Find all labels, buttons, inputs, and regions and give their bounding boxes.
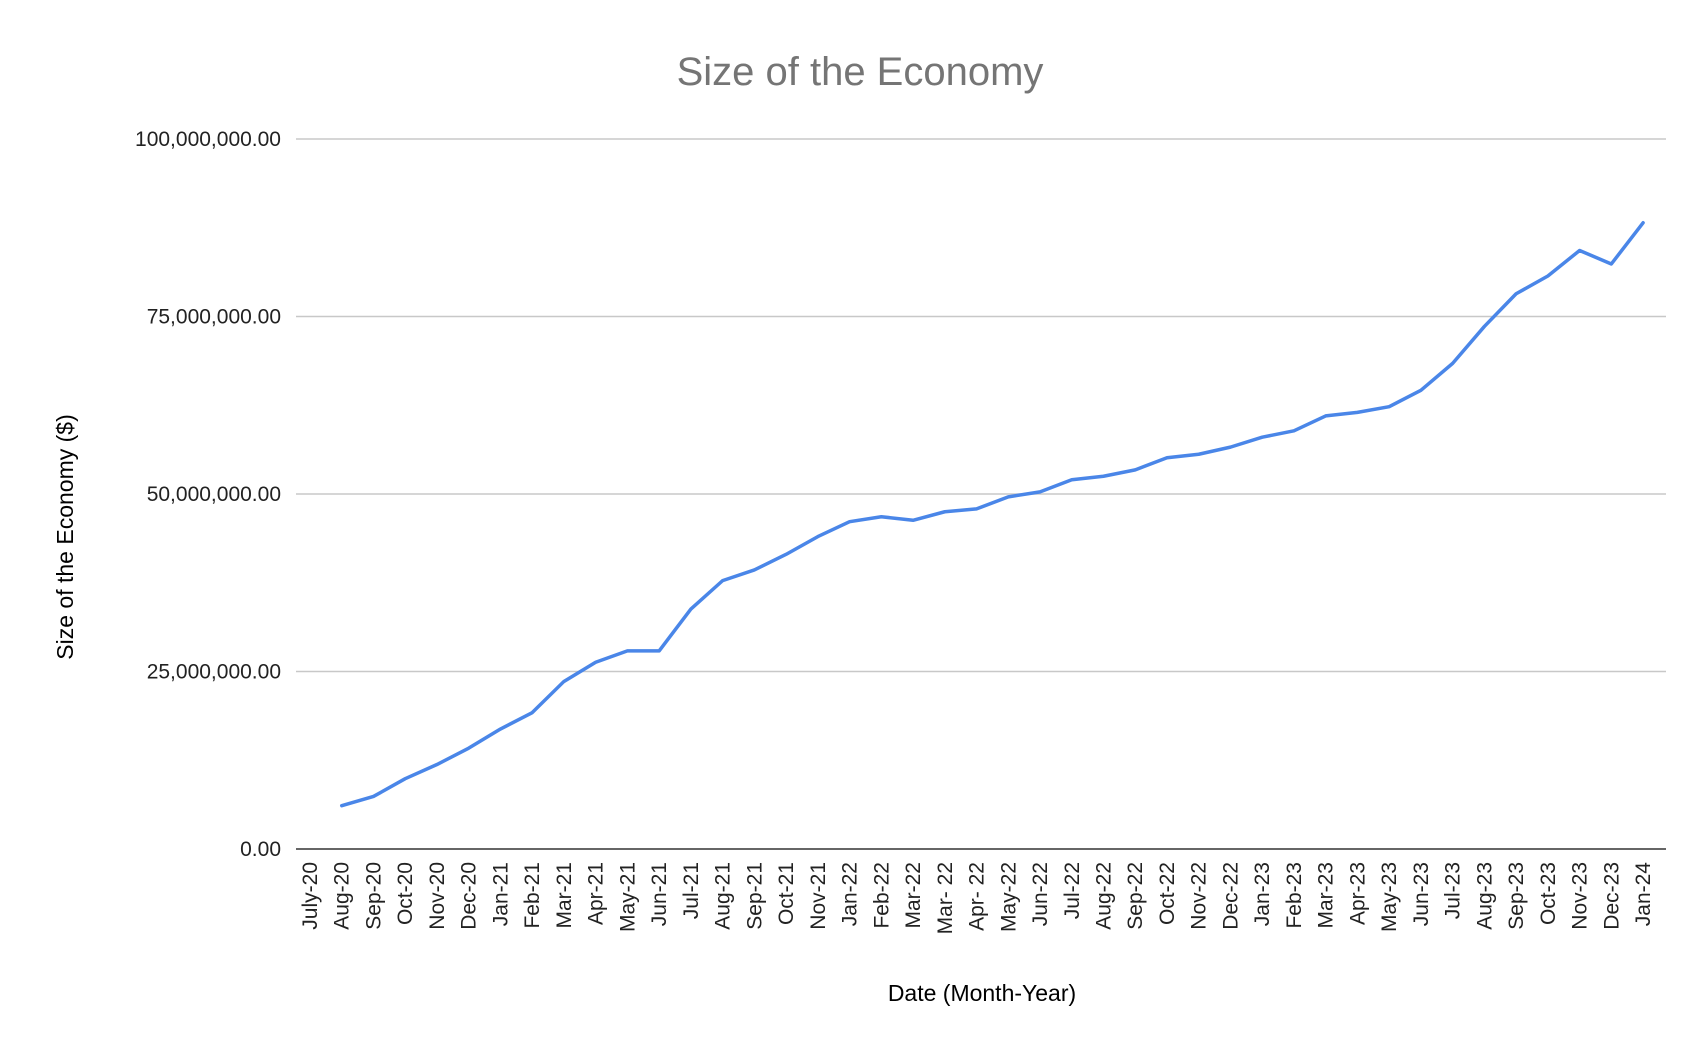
y-tick-label: 25,000,000.00 xyxy=(147,661,281,684)
x-tick-label: Jun-23 xyxy=(1410,862,1433,926)
y-axis-ticks: 0.00 25,000,000.00 50,000,000.00 75,000,000… xyxy=(135,128,281,861)
x-tick-label: Feb-22 xyxy=(870,862,893,929)
x-tick-label: Feb-23 xyxy=(1283,862,1306,929)
x-axis-ticks: July-20 Aug-20 Sep-20 Oct-20 Nov-20 Dec-20 Jan… xyxy=(299,862,1655,935)
x-tick-label: Dec-20 xyxy=(458,862,481,930)
x-tick-label: Apr-21 xyxy=(585,862,608,925)
y-tick-label: 75,000,000.00 xyxy=(147,306,281,329)
x-tick-label: Mar-22 xyxy=(902,862,925,929)
x-tick-label: Nov-21 xyxy=(807,862,830,930)
y-tick-label: 0.00 xyxy=(240,838,281,861)
x-tick-label: Mar- 22 xyxy=(934,862,957,934)
chart-title: Size of the Economy xyxy=(677,50,1044,94)
x-tick-label: Aug-21 xyxy=(712,862,735,930)
x-axis-title: Date (Month-Year) xyxy=(888,980,1076,1006)
x-tick-label: Oct-20 xyxy=(394,862,417,925)
x-tick-label: Feb-21 xyxy=(521,862,544,929)
x-tick-label: Aug-22 xyxy=(1093,862,1116,930)
y-tick-label: 100,000,000.00 xyxy=(135,128,281,151)
series-line xyxy=(339,221,1645,808)
x-tick-label: Apr- 22 xyxy=(966,862,989,931)
x-tick-label: Dec-22 xyxy=(1219,862,1242,930)
x-tick-label: Jun-22 xyxy=(1029,862,1052,926)
x-tick-label: Apr-23 xyxy=(1346,862,1369,925)
x-tick-label: Oct-23 xyxy=(1537,862,1560,925)
x-tick-label: Sep-23 xyxy=(1505,862,1528,930)
x-tick-label: May-22 xyxy=(997,862,1020,932)
x-tick-label: Sep-21 xyxy=(743,862,766,930)
x-tick-label: July-20 xyxy=(299,862,322,930)
x-tick-label: Jul-22 xyxy=(1061,862,1084,919)
x-tick-label: Aug-23 xyxy=(1473,862,1496,930)
gridlines xyxy=(296,138,1666,673)
x-tick-label: Nov-23 xyxy=(1569,862,1592,930)
x-tick-label: Jul-23 xyxy=(1442,862,1465,919)
y-axis-title: Size of the Economy ($) xyxy=(52,414,78,659)
x-tick-label: Jan-23 xyxy=(1251,862,1274,926)
x-tick-label: Aug-20 xyxy=(331,862,354,930)
x-tick-label: Oct-21 xyxy=(775,862,798,925)
x-tick-label: Oct-22 xyxy=(1156,862,1179,925)
x-tick-label: Jan-24 xyxy=(1632,862,1655,927)
x-tick-label: Jun-21 xyxy=(648,862,671,926)
x-tick-label: Mar-23 xyxy=(1315,862,1338,929)
x-tick-label: Mar-21 xyxy=(553,862,576,929)
x-tick-label: Nov-20 xyxy=(426,862,449,930)
x-tick-label: Jan-22 xyxy=(839,862,862,926)
x-tick-label: Jan-21 xyxy=(489,862,512,926)
x-tick-label: May-23 xyxy=(1378,862,1401,932)
x-tick-label: Sep-20 xyxy=(362,862,385,930)
y-tick-label: 50,000,000.00 xyxy=(147,483,281,506)
x-tick-label: Jul-21 xyxy=(680,862,703,919)
x-tick-label: Sep-22 xyxy=(1124,862,1147,930)
x-tick-label: Nov-22 xyxy=(1188,862,1211,930)
x-tick-label: May-21 xyxy=(616,862,639,932)
x-tick-label: Dec-23 xyxy=(1600,862,1623,930)
